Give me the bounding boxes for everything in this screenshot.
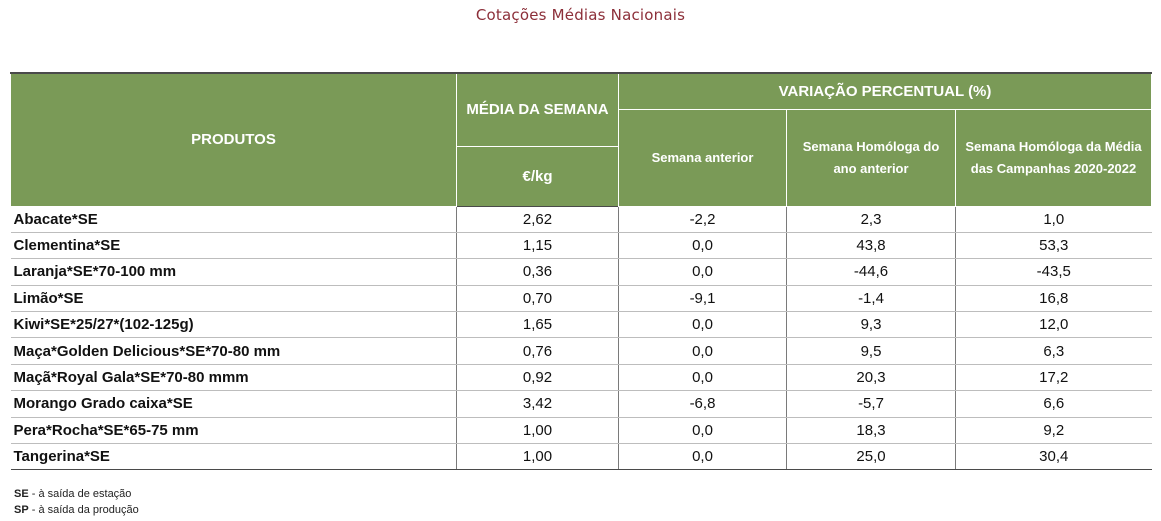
- cell-produto: Abacate*SE: [10, 206, 457, 233]
- cell-semana-anterior: -9,1: [618, 285, 787, 313]
- cell-media-semana: 1,65: [456, 311, 619, 339]
- cell-homologa-ano: -5,7: [786, 390, 956, 418]
- cell-homologa-campanhas: 53,3: [954, 232, 1152, 260]
- cell-homologa-ano: 9,5: [786, 337, 956, 365]
- cell-produto: Tangerina*SE: [10, 443, 457, 471]
- cell-homologa-campanhas: -43,5: [954, 258, 1152, 286]
- table-row: Limão*SE 0,70 -9,1 -1,4 16,8: [10, 285, 1152, 313]
- cell-homologa-campanhas: 30,4: [954, 443, 1152, 471]
- cell-semana-anterior: 0,0: [618, 364, 787, 392]
- header-semana-anterior: Semana anterior: [618, 108, 787, 207]
- cell-homologa-campanhas: 12,0: [954, 311, 1152, 339]
- table-row: Abacate*SE 2,62 -2,2 2,3 1,0: [10, 206, 1152, 233]
- cell-produto: Morango Grado caixa*SE: [10, 390, 457, 418]
- cell-media-semana: 0,36: [456, 258, 619, 286]
- cell-homologa-ano: 18,3: [786, 417, 956, 445]
- footnotes: SE - à saída de estação SP - à saída da …: [14, 486, 139, 518]
- header-produtos: PRODUTOS: [10, 72, 457, 207]
- cell-media-semana: 1,00: [456, 443, 619, 471]
- cell-homologa-ano: 20,3: [786, 364, 956, 392]
- footnote-abbr: SP: [14, 504, 29, 516]
- cell-produto: Kiwi*SE*25/27*(102-125g): [10, 311, 457, 339]
- cell-media-semana: 0,70: [456, 285, 619, 313]
- table-row: Tangerina*SE 1,00 0,0 25,0 30,4: [10, 443, 1152, 471]
- cell-homologa-campanhas: 6,3: [954, 337, 1152, 365]
- cell-semana-anterior: -6,8: [618, 390, 787, 418]
- cell-homologa-ano: 2,3: [786, 206, 956, 233]
- table-row: Laranja*SE*70-100 mm 0,36 0,0 -44,6 -43,5: [10, 258, 1152, 286]
- cell-semana-anterior: -2,2: [618, 206, 787, 233]
- table-row: Morango Grado caixa*SE 3,42 -6,8 -5,7 6,6: [10, 390, 1152, 418]
- cell-media-semana: 0,92: [456, 364, 619, 392]
- table-row: Pera*Rocha*SE*65-75 mm 1,00 0,0 18,3 9,2: [10, 417, 1152, 445]
- footnote-text: - à saída de estação: [28, 488, 132, 500]
- footnote-abbr: SE: [14, 488, 29, 500]
- cell-homologa-campanhas: 6,6: [954, 390, 1152, 418]
- cell-semana-anterior: 0,0: [618, 417, 787, 445]
- cell-homologa-ano: -44,6: [786, 258, 956, 286]
- table-row: Maça*Golden Delicious*SE*70-80 mm 0,76 0,0…: [10, 337, 1152, 365]
- cell-homologa-ano: 43,8: [786, 232, 956, 260]
- cell-media-semana: 0,76: [456, 337, 619, 365]
- cell-media-semana: 3,42: [456, 390, 619, 418]
- cell-semana-anterior: 0,0: [618, 337, 787, 365]
- page-title: Cotações Médias Nacionais: [475, 6, 686, 24]
- table-header: PRODUTOS MÉDIA DA SEMANA VARIAÇÃO PERCEN…: [10, 72, 1153, 207]
- cell-produto: Limão*SE: [10, 285, 457, 313]
- cell-homologa-ano: -1,4: [786, 285, 956, 313]
- cell-produto: Maça*Golden Delicious*SE*70-80 mm: [10, 337, 457, 365]
- cell-produto: Clementina*SE: [10, 232, 457, 260]
- cell-produto: Pera*Rocha*SE*65-75 mm: [10, 417, 457, 445]
- cell-semana-anterior: 0,0: [618, 258, 787, 286]
- header-media-semana: MÉDIA DA SEMANA: [456, 72, 619, 147]
- cell-homologa-campanhas: 17,2: [954, 364, 1152, 392]
- header-homologa-ano-anterior: Semana Homóloga do ano anterior: [786, 108, 956, 207]
- cell-homologa-campanhas: 1,0: [954, 206, 1152, 233]
- cell-semana-anterior: 0,0: [618, 232, 787, 260]
- cell-media-semana: 1,15: [456, 232, 619, 260]
- cell-semana-anterior: 0,0: [618, 443, 787, 471]
- table-row: Kiwi*SE*25/27*(102-125g) 1,65 0,0 9,3 12,0: [10, 311, 1152, 339]
- header-variacao-percentual: VARIAÇÃO PERCENTUAL (%): [617, 72, 1153, 110]
- table-row: Clementina*SE 1,15 0,0 43,8 53,3: [10, 232, 1152, 260]
- header-unit: €/kg: [456, 145, 619, 207]
- cell-produto: Maçã*Royal Gala*SE*70-80 mmm: [10, 364, 457, 392]
- table-body: Abacate*SE 2,62 -2,2 2,3 1,0 Clementina*SE 1,1…: [10, 206, 1152, 471]
- footnote-text: - à saída da produção: [28, 504, 139, 516]
- cell-homologa-ano: 25,0: [786, 443, 956, 471]
- footnote-se: SE - à saída de estação: [14, 486, 139, 502]
- cell-homologa-campanhas: 16,8: [954, 285, 1152, 313]
- cell-produto: Laranja*SE*70-100 mm: [10, 258, 457, 286]
- cell-homologa-campanhas: 9,2: [954, 417, 1152, 445]
- footnote-sp: SP - à saída da produção: [14, 502, 139, 518]
- cell-media-semana: 1,00: [456, 417, 619, 445]
- table-row: Maçã*Royal Gala*SE*70-80 mmm 0,92 0,0 20,3 1…: [10, 364, 1152, 392]
- cell-homologa-ano: 9,3: [786, 311, 956, 339]
- quotes-table: PRODUTOS MÉDIA DA SEMANA VARIAÇÃO PERCEN…: [10, 72, 1153, 471]
- cell-media-semana: 2,62: [456, 206, 619, 233]
- header-homologa-campanhas: Semana Homóloga da Média das Campanhas 2…: [954, 108, 1153, 207]
- cell-semana-anterior: 0,0: [618, 311, 787, 339]
